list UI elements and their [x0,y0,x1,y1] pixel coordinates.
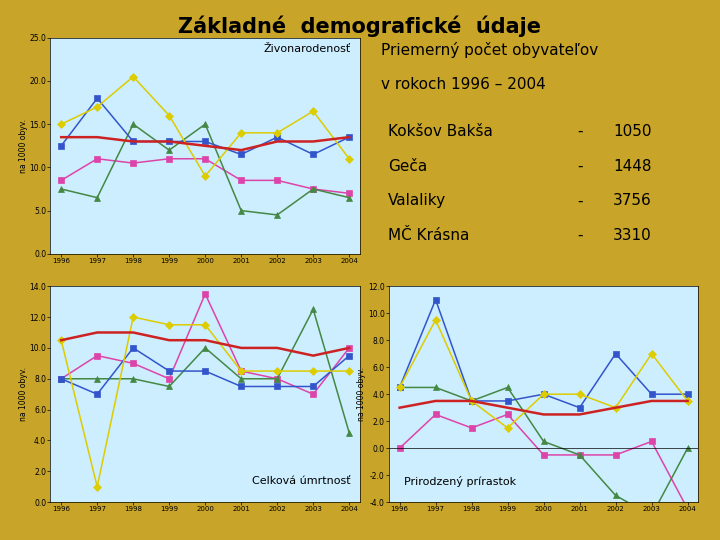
Text: -: - [577,124,582,139]
Text: Živonarodenosť: Živonarodenosť [264,44,351,55]
Text: -: - [577,228,582,243]
Text: v rokoch 1996 – 2004: v rokoch 1996 – 2004 [381,77,546,92]
Text: 1448: 1448 [613,159,652,174]
Text: Geča: Geča [387,159,427,174]
Text: -: - [577,159,582,174]
Text: Kokšov Bakša: Kokšov Bakša [387,124,492,139]
Legend: Geča, Kokšov-Bakša, Valaliky, Krásna, Košice - okolie: Geča, Kokšov-Bakša, Valaliky, Krásna, Ko… [116,304,294,320]
Text: -: - [577,193,582,208]
Text: Valaliky: Valaliky [387,193,446,208]
Text: Celková úmrtnosť: Celková úmrtnosť [252,476,351,487]
Y-axis label: na 1000 obyv.: na 1000 obyv. [357,367,366,421]
Text: Priemerný počet obyvateľov: Priemerný počet obyvateľov [381,42,598,58]
Text: 3756: 3756 [613,193,652,208]
Y-axis label: na 1000 obyv.: na 1000 obyv. [19,367,28,421]
Text: Prirodzený prírastok: Prirodzený prírastok [405,476,516,487]
Y-axis label: na 1000 obyv.: na 1000 obyv. [19,119,28,173]
Text: 3310: 3310 [613,228,652,243]
Text: Základné  demografické  údaje: Základné demografické údaje [179,15,541,37]
Text: 1050: 1050 [613,124,652,139]
Text: MČ Krásna: MČ Krásna [387,228,469,243]
